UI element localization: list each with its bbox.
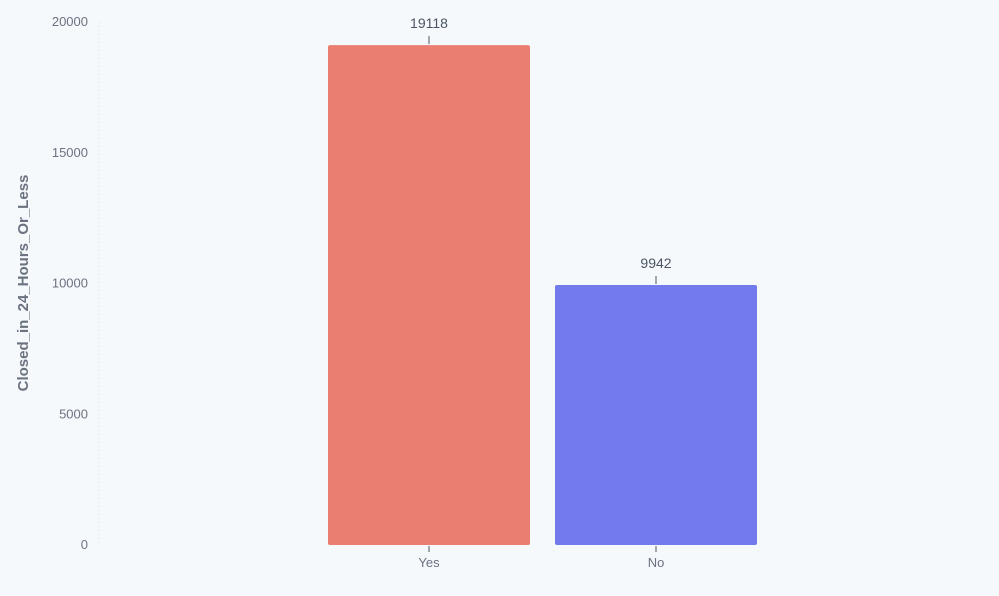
y-tick-label: 0 [81, 537, 88, 552]
bars-group: 19118 9942 [328, 15, 757, 545]
x-tick-label: Yes [418, 555, 440, 570]
y-tick-label: 10000 [52, 276, 88, 291]
bar-no[interactable] [555, 285, 757, 545]
y-axis-title: Closed_in_24_Hours_Or_Less [15, 175, 32, 392]
bar-yes[interactable] [328, 45, 530, 545]
y-tick-label: 20000 [52, 14, 88, 29]
y-tick-label: 15000 [52, 145, 88, 160]
x-tick-label: No [648, 555, 665, 570]
x-axis: Yes No [418, 546, 664, 570]
data-label: 19118 [410, 15, 448, 31]
data-label: 9942 [640, 255, 671, 271]
y-axis: 0 5000 10000 15000 20000 [52, 14, 100, 552]
y-tick-label: 5000 [59, 406, 88, 421]
